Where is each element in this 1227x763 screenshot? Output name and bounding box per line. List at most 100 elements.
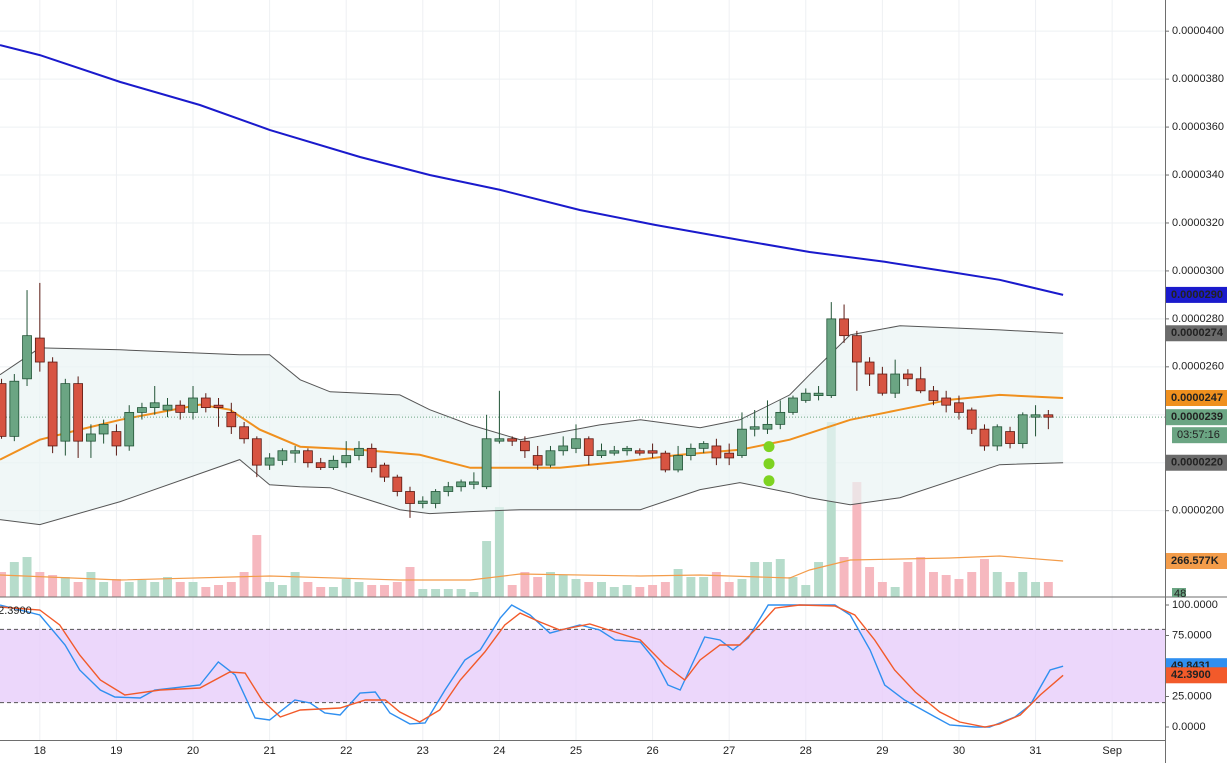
volume-bar (380, 585, 389, 597)
oscillator-line (0, 604, 1064, 728)
candle-body (162, 404, 173, 411)
candle-body (839, 318, 849, 337)
value-tag (1166, 325, 1227, 342)
candle-body (124, 411, 135, 447)
upper-band (0, 325, 1064, 441)
candle-body (749, 426, 760, 430)
indicator-line (0, 393, 1064, 469)
candle-body (86, 433, 96, 442)
value-tag (1166, 667, 1227, 684)
x-tick-label: 28 (800, 745, 812, 757)
candle-body (73, 383, 84, 442)
volume-bar (469, 592, 479, 597)
value-tag-label: 0.0000220 (1171, 457, 1223, 469)
countdown-label: 03:57:16 (1177, 429, 1220, 441)
candle-body (137, 407, 147, 413)
volume-bar (482, 541, 492, 597)
volume-bar (941, 575, 951, 597)
volume-bar (648, 585, 658, 597)
candle-body (966, 409, 977, 430)
candle-body (622, 447, 632, 452)
volume-bar (916, 557, 926, 597)
oscillator-line (0, 604, 1064, 728)
candle-body (698, 443, 709, 449)
candle-body (354, 447, 364, 456)
candle-body (277, 450, 288, 461)
volume-bar (507, 585, 517, 597)
y-tick-label: 0.0000260 (1172, 361, 1224, 373)
candle-body (647, 450, 658, 454)
volume-bar (73, 582, 83, 597)
volume-bar (163, 577, 172, 597)
axes: 18 19 20 21 22 23 24 25 26 27 28 29 30 31 Sep 0.0000200… (34, 25, 1227, 757)
y-tick-label: 0.0000300 (1172, 265, 1224, 277)
candle-body (558, 445, 569, 452)
volume-bar (903, 562, 913, 597)
candle-body (0, 383, 7, 437)
candle-body (251, 438, 262, 466)
volume-bar (252, 535, 262, 597)
volume-bar (788, 577, 798, 597)
volume-bar (609, 587, 619, 597)
volume-bar (814, 562, 824, 597)
candle-body (188, 397, 198, 413)
candle-body (366, 447, 377, 468)
candle-body (1005, 431, 1015, 444)
candle-body (1043, 414, 1054, 418)
volume-bar (494, 507, 504, 597)
volume-bar (431, 589, 441, 597)
candle-body (673, 455, 683, 471)
value-tag-label: 0.0000274 (1171, 327, 1224, 339)
candle-body (634, 450, 645, 454)
candle-body (430, 491, 441, 504)
volume-bar (979, 559, 989, 597)
value-tag (1166, 286, 1227, 303)
volume-tag (1172, 588, 1186, 597)
candle-body (303, 450, 313, 464)
candle-body (902, 373, 913, 380)
x-tick-label: 23 (417, 745, 429, 757)
candle-body (264, 457, 275, 466)
volume-tag-label: 48 (1174, 588, 1186, 600)
candle-body (737, 428, 747, 456)
volume-bar (928, 572, 938, 597)
lower-band (0, 459, 1064, 526)
value-tag-label: 0.0000290 (1171, 289, 1223, 301)
volume-bar (533, 577, 543, 597)
countdown-tag (1172, 427, 1227, 444)
volume-bar (60, 577, 70, 597)
value-tag-label: 266.577K (1171, 555, 1219, 567)
candle-body (545, 450, 556, 466)
candle-body (813, 392, 824, 397)
candle-body (47, 361, 58, 447)
volume-bar (201, 587, 211, 597)
volume-bar (1043, 582, 1053, 597)
volume-bar (737, 579, 747, 597)
volume-bar (839, 557, 849, 597)
candle-body (417, 500, 428, 504)
candle-body (341, 455, 352, 464)
y-tick-label: 75.0000 (1172, 629, 1212, 641)
volume-bar (405, 567, 415, 597)
x-tick-label: 20 (187, 745, 199, 757)
volume-bar (660, 582, 670, 597)
volume-bar (967, 572, 977, 597)
x-tick-label: 31 (1029, 745, 1041, 757)
volume-bar (86, 572, 96, 597)
volume-bar (992, 572, 1002, 597)
sar-dot (763, 458, 775, 470)
candle-body (405, 491, 415, 504)
volume-bar (341, 579, 351, 597)
value-tag (1166, 409, 1227, 426)
x-tick-label: 26 (646, 745, 658, 757)
volume-bar (584, 582, 594, 597)
volume-bar (226, 582, 236, 597)
x-tick-label: 24 (493, 745, 505, 757)
candle-body (315, 462, 326, 468)
candle-body (22, 335, 32, 380)
price-pane (0, 44, 1165, 597)
candle-body (583, 438, 594, 456)
y-tick-label: 0.0000280 (1172, 313, 1224, 325)
